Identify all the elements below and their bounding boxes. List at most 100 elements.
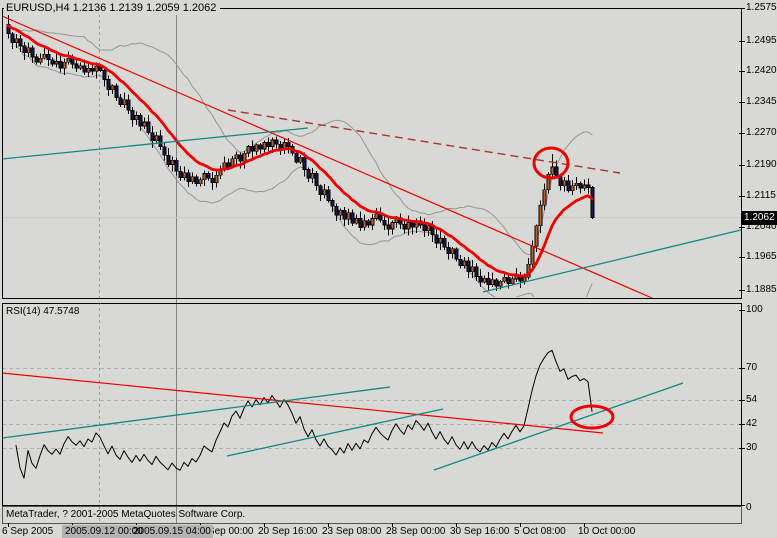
candle-body-down	[126, 99, 131, 111]
candle-body-up	[298, 156, 303, 163]
candle-body-down	[474, 266, 479, 277]
candle-body-down	[434, 234, 439, 244]
current-price-badge: 1.2062	[742, 211, 777, 225]
main-chart-area[interactable]	[2, 14, 741, 335]
candle-body-up	[470, 266, 475, 272]
candle-body-down	[178, 171, 183, 178]
price-axis-label: 1.2345	[746, 96, 777, 107]
candle-body-up	[582, 184, 587, 189]
red-trendline	[1, 15, 653, 299]
time-axis-label: 6 Sep 2005	[2, 526, 54, 537]
candle-body-down	[586, 184, 591, 188]
rsi-axis-label: 70	[746, 362, 758, 373]
candle-body-down	[150, 132, 155, 142]
candle-body-down	[318, 185, 323, 196]
candle-body-up	[110, 85, 115, 90]
candle-body-up	[234, 154, 239, 160]
candle-body-down	[386, 224, 391, 230]
candle-body-down	[46, 53, 51, 61]
candle-body-up	[190, 176, 195, 183]
candle-body-down	[18, 38, 23, 47]
candle-body-down	[330, 200, 335, 207]
candle-body-up	[370, 218, 375, 226]
time-axis-label: 28 Sep 00:00	[386, 526, 446, 537]
candle-body-down	[578, 183, 583, 189]
ellipse-annotation-rsi[interactable]	[569, 404, 615, 430]
candle-body-down	[442, 237, 447, 248]
candle-body-down	[302, 156, 307, 170]
candle-body-down	[306, 169, 311, 179]
candle-body-up	[62, 62, 67, 69]
candle-body-down	[130, 109, 135, 120]
candle-body-down	[326, 189, 331, 201]
time-axis-label: 30 Sep 16:00	[450, 526, 510, 537]
candle-body-down	[458, 258, 463, 267]
candle-body-down	[114, 85, 119, 99]
candle-body-down	[402, 223, 407, 230]
candle-body-down	[194, 176, 199, 185]
rsi-axis-label: 0	[746, 502, 752, 513]
rsi-axis-label: 42	[746, 418, 758, 429]
time-axis-label: 16 Sep 00:00	[194, 526, 254, 537]
rsi-axis-label: 30	[746, 442, 758, 453]
candle-body-down	[206, 173, 211, 179]
candle-body-up	[214, 174, 219, 183]
candle-body-down	[506, 276, 511, 285]
candle-body-down	[266, 142, 271, 147]
red-trendline-rsi	[1, 372, 604, 434]
candle-body-down	[22, 45, 27, 54]
ellipse-annotation-main[interactable]	[532, 146, 570, 180]
candle-body-up	[462, 260, 467, 267]
candle-body-up	[482, 277, 487, 283]
price-axis-label: 1.2040	[746, 221, 777, 232]
copyright-text: MetaTrader, ? 2001-2005 MetaQuotes Softw…	[6, 509, 246, 520]
candle-body-up	[170, 160, 175, 165]
moving-average-line	[6, 24, 594, 278]
candle-body-up	[54, 61, 59, 65]
candle-body-up	[498, 281, 503, 287]
candle-body-down	[138, 115, 143, 127]
candle-body-up	[66, 57, 71, 63]
selected-time-highlight[interactable]: 2005.09.12 00:00 2005.09.15 04:00	[62, 525, 213, 538]
candle-body-down	[186, 172, 191, 182]
candle-body-up	[374, 213, 379, 219]
teal-trendline-rsi	[1, 386, 391, 439]
candle-body-up	[450, 248, 455, 254]
rsi-chart-area[interactable]	[15, 349, 593, 479]
candle-body-up	[262, 142, 267, 150]
price-axis-label: 1.2575	[746, 2, 777, 13]
candle-body-up	[390, 222, 395, 230]
rsi-curve	[15, 349, 593, 479]
time-axis-label: 5 Oct 08:00	[514, 526, 566, 537]
candle-body-up	[38, 57, 43, 63]
candle-body-down	[50, 59, 55, 65]
candle-body-up	[78, 65, 83, 69]
candle-body-down	[258, 144, 263, 150]
candle-body-up	[534, 225, 539, 247]
dashed-red-trendline	[227, 109, 621, 174]
teal-trendline-rsi	[433, 382, 684, 471]
candle-body-down	[590, 187, 595, 218]
price-axis-label: 1.2495	[746, 35, 777, 46]
candle-body-up	[570, 185, 575, 192]
candle-body-up	[254, 144, 259, 152]
teal-trendline	[482, 229, 742, 293]
copyright-strip-border	[2, 506, 742, 524]
candle-body-down	[226, 162, 231, 168]
candle-body-down	[446, 246, 451, 254]
candle-body-down	[118, 97, 123, 106]
candle-body-up	[438, 237, 443, 244]
candle-body-up	[338, 210, 343, 216]
candle-body-down	[6, 23, 11, 34]
candle-body-down	[158, 135, 163, 148]
candle-body-up	[198, 179, 203, 185]
candle-body-down	[422, 224, 427, 231]
candle-body-up	[122, 99, 127, 106]
candle-body-down	[210, 178, 215, 183]
candle-body-down	[466, 260, 471, 272]
